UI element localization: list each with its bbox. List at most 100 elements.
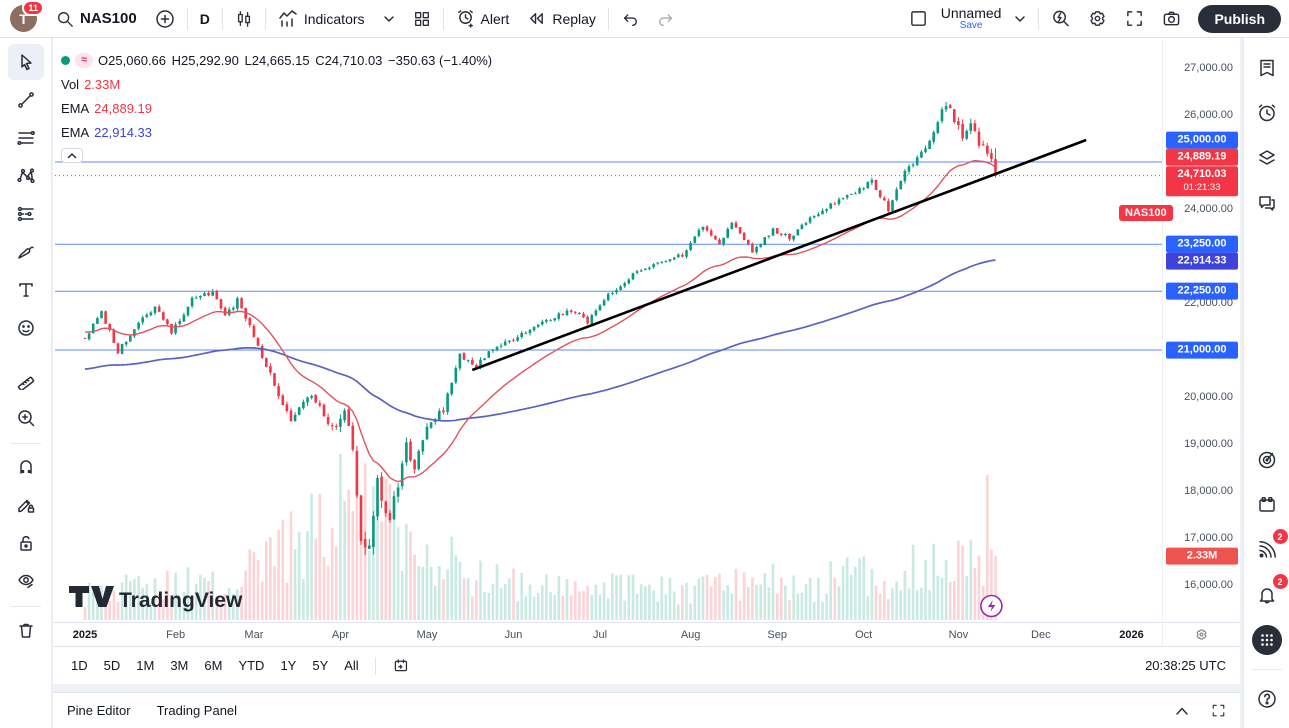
watchlist-button[interactable] [1249, 50, 1285, 86]
range-toolbar: 1D 5D 1M 3M 6M YTD 1Y 5Y All 20:38:25 UTC [53, 646, 1240, 684]
projection-tool-button[interactable] [8, 196, 44, 232]
screener-button[interactable] [1249, 442, 1285, 478]
range-button-6m[interactable]: 6M [204, 658, 223, 673]
text-tool-button[interactable] [8, 272, 44, 308]
eye-pencil-icon [17, 574, 34, 589]
fib-lines-tool-button[interactable] [8, 120, 44, 156]
save-link[interactable]: Save [959, 19, 983, 31]
all-apps-button[interactable] [1249, 622, 1285, 658]
trend-line-tool-button[interactable] [8, 82, 44, 118]
chart-panel[interactable]: TradingView ≈ O25,060.66 H25,292.90 L24,… [53, 38, 1240, 728]
layout-menu-chevron[interactable] [1005, 4, 1035, 34]
range-button-5y[interactable]: 5Y [312, 658, 329, 673]
layout-save-control[interactable]: Unnamed Save [937, 6, 1006, 31]
legend-volume-row[interactable]: Vol 2.33M [61, 72, 494, 96]
help-button[interactable] [1249, 681, 1285, 717]
alert-label: Alert [480, 10, 510, 27]
horizontal-lines-icon [16, 130, 35, 146]
top-toolbar: T 11 NAS100 D Indicators [0, 0, 1289, 38]
replay-button[interactable]: Replay [518, 4, 605, 34]
indicators-button[interactable]: Indicators [269, 4, 374, 34]
range-button-1m[interactable]: 1M [136, 658, 155, 673]
range-button-1d[interactable]: 1D [71, 658, 88, 673]
range-button-3m[interactable]: 3M [170, 658, 189, 673]
snapshot-button[interactable] [1153, 4, 1190, 34]
time-tick: May [416, 628, 438, 641]
cursor-tool-button[interactable] [7, 44, 44, 80]
divider [10, 443, 41, 444]
range-button-1y[interactable]: 1Y [280, 658, 297, 673]
maximize-panel-icon[interactable] [1211, 703, 1226, 718]
undo-arrow-icon [623, 13, 637, 26]
pattern-tool-button[interactable] [8, 158, 44, 194]
indicators-icon [279, 9, 297, 27]
replay-label: Replay [552, 10, 596, 27]
indicator-templates-chevron[interactable] [374, 4, 404, 34]
chart-type-button[interactable] [226, 4, 262, 34]
layout-name: Unnamed [940, 4, 1002, 21]
calendar-button[interactable] [1249, 487, 1285, 523]
tab-pine-editor[interactable]: Pine Editor [67, 703, 131, 718]
layout-grid-button[interactable] [404, 4, 440, 34]
price-axis[interactable]: 27,000.00 26,000.00 24,000.00 22,000.00 20,0… [1162, 40, 1240, 622]
time-axis[interactable]: 2025 Feb Mar Apr May Jun Jul Aug Sep Oct Nov Dec 202… [53, 622, 1240, 646]
price-tick: 26,000.00 [1184, 109, 1233, 121]
chat-button[interactable] [1249, 185, 1285, 221]
object-tree-button[interactable] [1249, 140, 1285, 176]
magnet-icon [19, 460, 32, 474]
symbol-search-button[interactable]: NAS100 [47, 4, 146, 34]
compare-add-symbol-button[interactable] [146, 4, 184, 34]
time-tick: Apr [331, 628, 349, 641]
axis-settings-corner[interactable] [1162, 622, 1240, 646]
price-tick: 22,000.00 [1184, 297, 1233, 309]
help-question-icon [1257, 690, 1276, 708]
hide-drawings-button[interactable] [8, 563, 44, 599]
quick-search-button[interactable] [1042, 4, 1079, 34]
svg-text:TradingView: TradingView [119, 589, 243, 612]
streams-button[interactable]: 2 [1249, 529, 1288, 568]
legend-ema-row-2[interactable]: EMA 22,914.33 [61, 120, 494, 144]
brush-tool-button[interactable] [8, 234, 44, 270]
alerts-button[interactable] [1249, 95, 1285, 131]
measure-tool-button[interactable] [8, 362, 44, 398]
market-status-dot [61, 55, 70, 65]
plus-circle-icon [155, 9, 174, 28]
range-button-ytd[interactable]: YTD [238, 658, 265, 673]
drawing-mode-lock-button[interactable] [8, 487, 44, 523]
emoji-smiley-icon [17, 320, 34, 336]
chevron-up-icon [67, 152, 77, 158]
zoom-in-tool-button[interactable] [8, 400, 44, 436]
lock-drawings-button[interactable] [8, 525, 44, 561]
emoji-tool-button[interactable] [8, 310, 44, 346]
session-clock[interactable]: 20:38:25 UTC [1145, 658, 1226, 673]
range-button-all[interactable]: All [344, 658, 359, 673]
divider [221, 7, 223, 30]
user-avatar[interactable]: T 11 [10, 0, 44, 32]
price-badge: 22,250.00 [1166, 282, 1238, 300]
fullscreen-button[interactable] [1116, 4, 1153, 34]
alert-clock-icon [1258, 104, 1275, 122]
settings-button[interactable] [1079, 4, 1116, 34]
legend-ohlc-row[interactable]: ≈ O25,060.66 H25,292.90 L24,665.15 C24,7… [61, 48, 494, 72]
legend-ema-row-1[interactable]: EMA 24,889.19 [61, 96, 494, 120]
time-tick: Jul [592, 628, 608, 641]
divider [607, 7, 609, 30]
expand-panel-chevron-icon[interactable] [1175, 706, 1189, 716]
undo-button[interactable] [612, 4, 648, 34]
publish-button[interactable]: Publish [1198, 4, 1281, 33]
timeframe-button[interactable]: D [191, 4, 219, 34]
price-tick: 20,000.00 [1184, 391, 1233, 403]
tab-trading-panel[interactable]: Trading Panel [156, 703, 238, 718]
notifications-button[interactable]: 2 [1249, 574, 1288, 613]
collapse-legend-button[interactable] [61, 148, 83, 163]
right-sidebar: 2 2 [1243, 38, 1289, 728]
go-to-date-button[interactable] [384, 653, 417, 678]
redo-button[interactable] [648, 4, 684, 34]
range-button-5d[interactable]: 5D [103, 658, 121, 673]
remove-drawings-button[interactable] [8, 612, 44, 648]
layout-select-button[interactable] [900, 4, 937, 34]
delayed-data-badge[interactable]: ≈ [75, 52, 94, 68]
alert-button[interactable]: Alert [447, 4, 519, 34]
price-chart[interactable]: TradingView [55, 40, 1162, 622]
magnet-mode-button[interactable] [8, 449, 44, 485]
